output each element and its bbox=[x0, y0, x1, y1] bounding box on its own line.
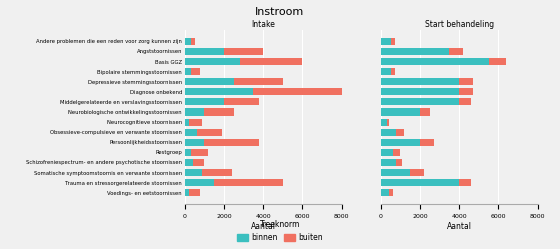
Bar bbox=[381, 48, 449, 55]
Bar bbox=[185, 179, 214, 186]
X-axis label: Aantal: Aantal bbox=[447, 222, 472, 231]
X-axis label: Aantal: Aantal bbox=[251, 222, 276, 231]
Bar bbox=[204, 139, 259, 146]
Bar bbox=[185, 119, 189, 125]
Bar bbox=[224, 48, 263, 55]
Bar bbox=[420, 109, 430, 116]
Bar bbox=[185, 48, 224, 55]
Bar bbox=[189, 119, 203, 125]
Bar bbox=[381, 169, 410, 176]
Bar bbox=[185, 189, 189, 196]
Bar bbox=[459, 88, 473, 95]
Bar bbox=[185, 78, 234, 85]
Bar bbox=[381, 88, 459, 95]
Bar bbox=[449, 48, 463, 55]
Bar bbox=[185, 68, 190, 75]
Bar bbox=[381, 109, 420, 116]
Bar bbox=[185, 98, 224, 105]
Bar bbox=[381, 78, 459, 85]
Bar bbox=[185, 169, 203, 176]
Bar bbox=[386, 119, 389, 125]
Bar bbox=[190, 68, 200, 75]
Bar bbox=[381, 68, 391, 75]
Bar bbox=[420, 139, 434, 146]
Bar bbox=[381, 139, 420, 146]
Bar bbox=[234, 78, 283, 85]
Bar bbox=[396, 159, 402, 166]
Bar bbox=[389, 189, 393, 196]
Bar bbox=[185, 88, 254, 95]
Bar bbox=[203, 169, 232, 176]
Bar bbox=[459, 179, 471, 186]
Bar bbox=[240, 58, 302, 65]
Bar bbox=[381, 159, 396, 166]
Bar bbox=[391, 68, 394, 75]
Title: Start behandeling: Start behandeling bbox=[424, 20, 494, 29]
Bar bbox=[488, 58, 506, 65]
Bar bbox=[204, 109, 234, 116]
Bar bbox=[185, 129, 197, 136]
Bar bbox=[193, 159, 204, 166]
Bar bbox=[459, 78, 473, 85]
Bar bbox=[190, 38, 195, 45]
Bar bbox=[189, 189, 200, 196]
Bar bbox=[254, 88, 342, 95]
Bar bbox=[381, 149, 393, 156]
Bar bbox=[190, 149, 208, 156]
Bar bbox=[381, 38, 391, 45]
Bar bbox=[381, 58, 488, 65]
Bar bbox=[185, 109, 204, 116]
Bar bbox=[185, 139, 204, 146]
Bar bbox=[381, 189, 389, 196]
Bar bbox=[381, 179, 459, 186]
Bar bbox=[459, 98, 471, 105]
Text: Instroom: Instroom bbox=[255, 7, 305, 17]
Bar bbox=[185, 159, 193, 166]
Bar bbox=[185, 149, 190, 156]
Bar bbox=[214, 179, 283, 186]
Bar bbox=[185, 58, 240, 65]
Bar bbox=[410, 169, 424, 176]
Bar bbox=[381, 119, 386, 125]
Bar bbox=[381, 98, 459, 105]
Legend: binnen, buiten: binnen, buiten bbox=[234, 217, 326, 245]
Bar bbox=[197, 129, 222, 136]
Bar bbox=[393, 149, 400, 156]
Title: Intake: Intake bbox=[251, 20, 275, 29]
Bar bbox=[391, 38, 394, 45]
Bar bbox=[381, 129, 396, 136]
Bar bbox=[224, 98, 259, 105]
Bar bbox=[185, 38, 190, 45]
Bar bbox=[396, 129, 404, 136]
